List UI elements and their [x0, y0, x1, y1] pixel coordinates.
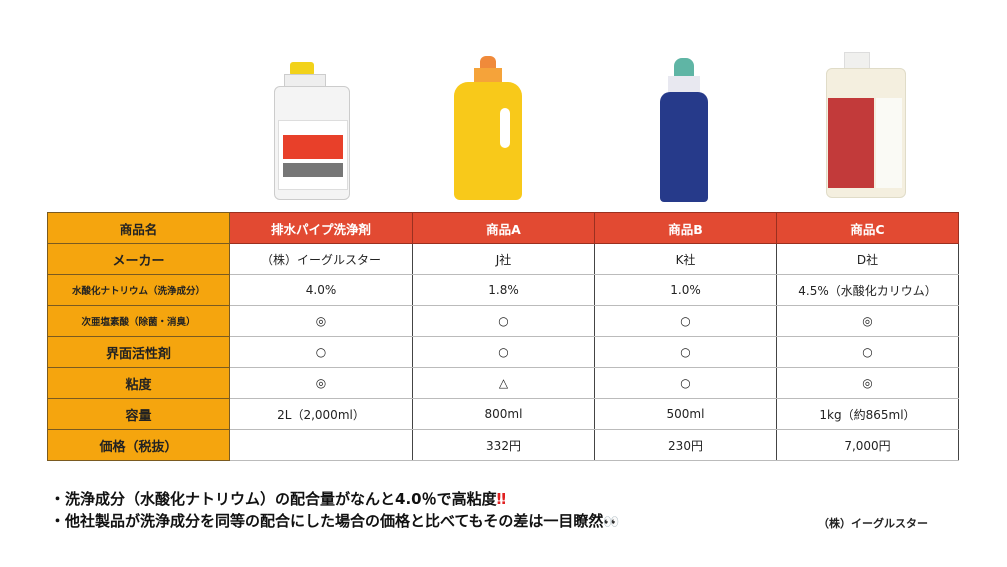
table-cell: △	[412, 367, 595, 399]
table-cell: ○	[412, 305, 595, 337]
row-label: 水酸化ナトリウム（洗浄成分）	[47, 274, 230, 306]
table-cell: 1.8%	[412, 274, 595, 306]
row-label: メーカー	[47, 243, 230, 275]
column-header: 排水パイプ洗浄剤	[229, 212, 413, 244]
table-cell: ◎	[229, 367, 413, 399]
table-cell: 230円	[594, 429, 777, 461]
table-row-price: 価格（税抜） 332円 230円 7,000円	[47, 429, 959, 461]
note-line: ・洗浄成分（水酸化ナトリウム）の配合量がなんと4.0％で高粘度‼	[50, 488, 620, 510]
table-row-naoh: 水酸化ナトリウム（洗浄成分） 4.0% 1.8% 1.0% 4.5%（水酸化カリ…	[47, 274, 959, 306]
table-row-volume: 容量 2L（2,000ml） 800ml 500ml 1kg（約865ml）	[47, 398, 959, 430]
table-cell: ○	[776, 336, 959, 368]
table-cell: D社	[776, 243, 959, 275]
table-row-surfactant: 界面活性剤 ○ ○ ○ ○	[47, 336, 959, 368]
note-text: ・他社製品が洗浄成分を同等の配合にした場合の価格と比べてもその差は一目瞭然	[50, 512, 604, 530]
table-cell: ○	[229, 336, 413, 368]
table-cell: ○	[594, 367, 777, 399]
table-cell: ◎	[229, 305, 413, 337]
row-label: 容量	[47, 398, 230, 430]
row-label: 価格（税抜）	[47, 429, 230, 461]
table-cell: 332円	[412, 429, 595, 461]
table-cell: 1kg（約865ml）	[776, 398, 959, 430]
row-label: 商品名	[47, 212, 230, 244]
column-header: 商品C	[776, 212, 959, 244]
table-cell: 500ml	[594, 398, 777, 430]
table-cell: 4.0%	[229, 274, 413, 306]
table-row-viscosity: 粘度 ◎ △ ○ ◎	[47, 367, 959, 399]
row-label: 粘度	[47, 367, 230, 399]
company-name: （株）イーグルスター	[818, 517, 928, 530]
eyes-icon: 👀	[603, 515, 620, 530]
table-cell	[229, 429, 413, 461]
product-image-c	[824, 52, 906, 198]
table-cell: ○	[594, 305, 777, 337]
table-cell: J社	[412, 243, 595, 275]
comparison-table: 商品名 排水パイプ洗浄剤 商品A 商品B 商品C メーカー （株）イーグルスター…	[47, 212, 959, 461]
table-cell: ○	[412, 336, 595, 368]
table-row-product-name: 商品名 排水パイプ洗浄剤 商品A 商品B 商品C	[47, 212, 959, 244]
table-cell: 800ml	[412, 398, 595, 430]
product-image-a	[452, 56, 524, 202]
table-cell: K社	[594, 243, 777, 275]
product-image-eagle-star	[272, 62, 352, 200]
column-header: 商品A	[412, 212, 595, 244]
table-cell: ◎	[776, 305, 959, 337]
table-cell: 7,000円	[776, 429, 959, 461]
exclamation-icon: ‼	[496, 490, 506, 508]
table-cell: 2L（2,000ml）	[229, 398, 413, 430]
row-label: 界面活性剤	[47, 336, 230, 368]
row-label: 次亜塩素酸（除菌・消臭）	[47, 305, 230, 337]
note-line: ・他社製品が洗浄成分を同等の配合にした場合の価格と比べてもその差は一目瞭然👀	[50, 510, 620, 534]
table-cell: 4.5%（水酸化カリウム）	[776, 274, 959, 306]
table-cell: 1.0%	[594, 274, 777, 306]
notes: ・洗浄成分（水酸化ナトリウム）の配合量がなんと4.0％で高粘度‼ ・他社製品が洗…	[50, 488, 620, 534]
table-cell: （株）イーグルスター	[229, 243, 413, 275]
column-header: 商品B	[594, 212, 777, 244]
product-images	[0, 0, 1007, 212]
table-cell: ○	[594, 336, 777, 368]
note-text: ・洗浄成分（水酸化ナトリウム）の配合量がなんと4.0％で高粘度	[50, 490, 497, 508]
product-image-b	[658, 58, 710, 204]
table-cell: ◎	[776, 367, 959, 399]
table-row-hypochlorous: 次亜塩素酸（除菌・消臭） ◎ ○ ○ ◎	[47, 305, 959, 337]
table-row-maker: メーカー （株）イーグルスター J社 K社 D社	[47, 243, 959, 275]
